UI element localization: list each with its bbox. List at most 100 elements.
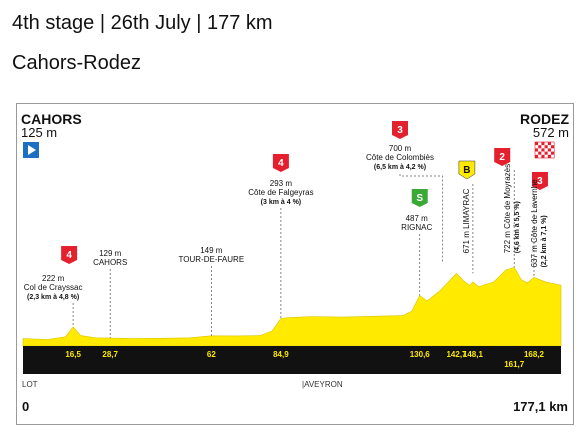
checkered-square (544, 154, 548, 158)
intermediate-sprint-shield (411, 189, 428, 207)
checkered-square (544, 151, 548, 155)
checkered-square (544, 145, 548, 149)
finish-km-label: 177,1 km (513, 399, 568, 414)
climb-detail: (6,5 km à 4,2 %) (374, 164, 426, 171)
climb-category-marker: 3 (392, 121, 408, 139)
checkered-square (541, 145, 545, 149)
marker-label: B (463, 165, 470, 176)
start-km-label: 0 (22, 399, 29, 414)
checkered-square (547, 148, 551, 152)
sprint-name: RIGNAC (401, 223, 432, 232)
climb-name: 722 m Côte de Moyrazès (503, 164, 512, 253)
finish-altitude: 572 m (533, 125, 569, 140)
checkered-square (541, 154, 545, 158)
checkered-square (541, 148, 545, 152)
region-lot: LOT (22, 380, 38, 389)
climb-name: Col de Crayssac (24, 283, 83, 292)
checkered-square (538, 142, 542, 146)
checkered-square (551, 148, 555, 152)
bonus-sprint-shield (458, 160, 476, 180)
checkered-square (541, 151, 545, 155)
marker-label: 2 (499, 152, 505, 163)
km-tick-label: 16,5 (65, 350, 81, 359)
stage-profile-chart: 16,5 28,7 62 84,9 130,6 142,7148,1161,7168,2 … (21, 111, 569, 414)
climb-shield (531, 172, 548, 190)
climb-shield (272, 154, 289, 172)
checkered-border (534, 141, 555, 159)
climb-shield (61, 246, 78, 264)
climb-name: 637 m Côte de Lavernhe (530, 179, 539, 268)
checkered-square (547, 154, 551, 158)
town-name: CAHORS (93, 258, 127, 267)
climb-altitude: 700 m (389, 144, 412, 153)
checkered-square (551, 145, 555, 149)
town-altitude: 129 m (99, 249, 122, 258)
checkered-square (551, 151, 555, 155)
stage-route: Cahors-Rodez (12, 52, 141, 74)
checkered-square (547, 142, 551, 146)
stage-profile-card: 16,5 28,7 62 84,9 130,6 142,7 148,1 161,7 168,2 … (16, 103, 574, 425)
km-tick-label: 130,6 (410, 350, 431, 359)
profile-layer (22, 266, 562, 347)
town-altitude: 149 m (200, 246, 223, 255)
climb-category-marker: 3 (531, 172, 548, 190)
checkered-square (538, 151, 542, 155)
climb-detail: (3 km à 4 %) (261, 199, 301, 206)
stage-title: 4th stage | 26th July | 177 km (12, 12, 273, 34)
checkered-square (535, 145, 539, 149)
checkered-square (535, 142, 539, 146)
km-tick-label: 62 (207, 350, 216, 359)
profile-base-band (23, 346, 561, 374)
sprint-altitude: 487 m (406, 214, 429, 223)
base-band-layer (23, 346, 561, 374)
checkered-square (551, 142, 555, 146)
marker-label: S (416, 193, 423, 204)
climb-detail: (2,2 km à 7,1 %) (541, 215, 548, 267)
climb-altitude: 222 m (42, 274, 65, 283)
climb-shield (494, 148, 511, 166)
climb-category-marker: B (458, 160, 476, 180)
checkered-square (547, 145, 551, 149)
checkered-finish-icon (534, 141, 555, 159)
km-tick-label: 84,9 (273, 350, 289, 359)
climb-category-marker: 2 (494, 148, 511, 166)
climb-category-marker: 4 (272, 154, 289, 172)
checkered-square (544, 148, 548, 152)
checkered-square (538, 148, 542, 152)
climb-detail: (2,3 km à 4,8 %) (27, 294, 79, 301)
checkered-square (541, 142, 545, 146)
marker-label: 4 (66, 250, 72, 261)
km-tick-label: 168,2 (524, 350, 545, 359)
checkered-square (538, 154, 542, 158)
checkered-square (538, 145, 542, 149)
marker-label: 4 (278, 158, 284, 169)
climb-shield (392, 121, 408, 139)
km-tick-label: 28,7 (102, 350, 118, 359)
climb-altitude: 293 m (270, 179, 293, 188)
checkered-square (535, 148, 539, 152)
region-aveyron: |AVEYRON (302, 380, 343, 389)
marker-label: 3 (397, 125, 403, 136)
elevation-profile-area (22, 266, 562, 347)
town-name: TOUR-DE-FAURE (179, 255, 245, 264)
start-flag-icon (23, 142, 39, 158)
checkered-square (544, 142, 548, 146)
checkered-square (535, 151, 539, 155)
km-tick-label: 148,1 (463, 350, 484, 359)
km-tick-label: 142,7 (446, 350, 467, 359)
start-name: CAHORS (21, 111, 82, 127)
climb-category-marker: S (411, 189, 428, 207)
checkered-square (551, 154, 555, 158)
checkered-square (535, 154, 539, 158)
climb-detail: (4,6 km à 5,5 %) (514, 201, 521, 253)
start-altitude: 125 m (21, 125, 57, 140)
leader-line (399, 174, 443, 262)
marker-label: 3 (537, 176, 543, 187)
bonus-label: 671 m LIMAYRAC (462, 188, 471, 253)
checkered-square (547, 151, 551, 155)
climb-name: Côte de Colombiès (366, 153, 434, 162)
km-tick-label: 161,7 (504, 360, 525, 369)
climb-name: Côte de Falgeyras (248, 188, 313, 197)
